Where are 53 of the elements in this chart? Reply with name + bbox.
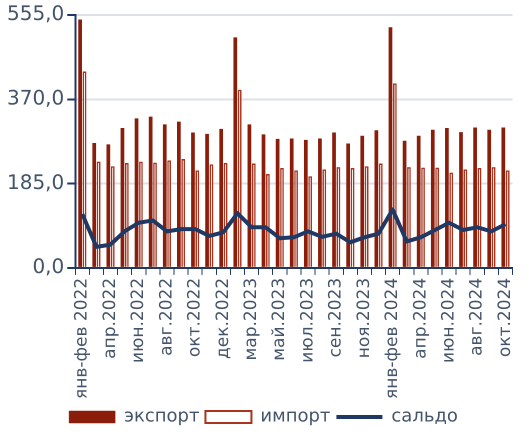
bar: [191, 132, 195, 267]
x-tick-label: окт.2024: [494, 278, 515, 358]
bar: [459, 132, 463, 267]
bar: [501, 128, 506, 267]
x-tick-label: авг.2024: [466, 278, 487, 356]
x-tick-label: янв-фев 2024: [382, 278, 402, 400]
x-tick-label: ноя.2023: [354, 278, 374, 358]
bar: [148, 116, 153, 267]
x-tick-label: мар.2023: [241, 278, 262, 361]
bar: [120, 128, 124, 267]
bar: [106, 144, 110, 267]
x-tick-label: янв-фев 2022: [72, 278, 92, 400]
bar: [290, 138, 294, 267]
bar: [416, 136, 421, 267]
bar: [332, 132, 336, 267]
x-tick-label: дек.2022: [212, 278, 233, 359]
bar: [177, 122, 181, 267]
x-tick-label: июн.2024: [438, 278, 458, 363]
y-tick-label: 555,0: [6, 1, 64, 26]
bar: [248, 124, 252, 267]
y-tick-label: 0,0: [32, 254, 64, 278]
bar: [445, 128, 449, 267]
legend-label: экспорт: [124, 406, 200, 427]
bar: [487, 130, 492, 267]
bar: [388, 27, 392, 267]
x-tick-label: май.2023: [269, 278, 290, 361]
x-tick-label: июн.2022: [128, 278, 148, 363]
x-tick-label: апр.2024: [410, 278, 430, 359]
bar: [374, 130, 378, 267]
bar: [473, 128, 477, 267]
bar: [233, 37, 238, 267]
x-tick-label: июл.2023: [297, 278, 318, 363]
x-tick-label: окт.2022: [184, 278, 205, 358]
bar: [304, 140, 308, 267]
bar: [205, 134, 209, 267]
bar: [346, 143, 350, 267]
y-tick-label: 185,0: [6, 170, 64, 194]
legend-label: импорт: [260, 406, 330, 427]
legend-label: сальдо: [391, 406, 458, 427]
bar: [134, 118, 138, 267]
bar: [162, 124, 167, 267]
bar: [402, 140, 406, 267]
bar: [430, 130, 435, 267]
x-tick-label: сен.2023: [326, 278, 346, 358]
bar: [219, 128, 224, 267]
bar: [276, 138, 280, 267]
bar: [360, 136, 364, 267]
bar: [78, 20, 82, 267]
x-tick-label: апр.2022: [100, 278, 120, 359]
x-tick-label: авг.2022: [156, 278, 176, 356]
bar: [262, 134, 266, 267]
y-tick-label: 370,0: [6, 85, 64, 110]
bar: [318, 138, 322, 267]
